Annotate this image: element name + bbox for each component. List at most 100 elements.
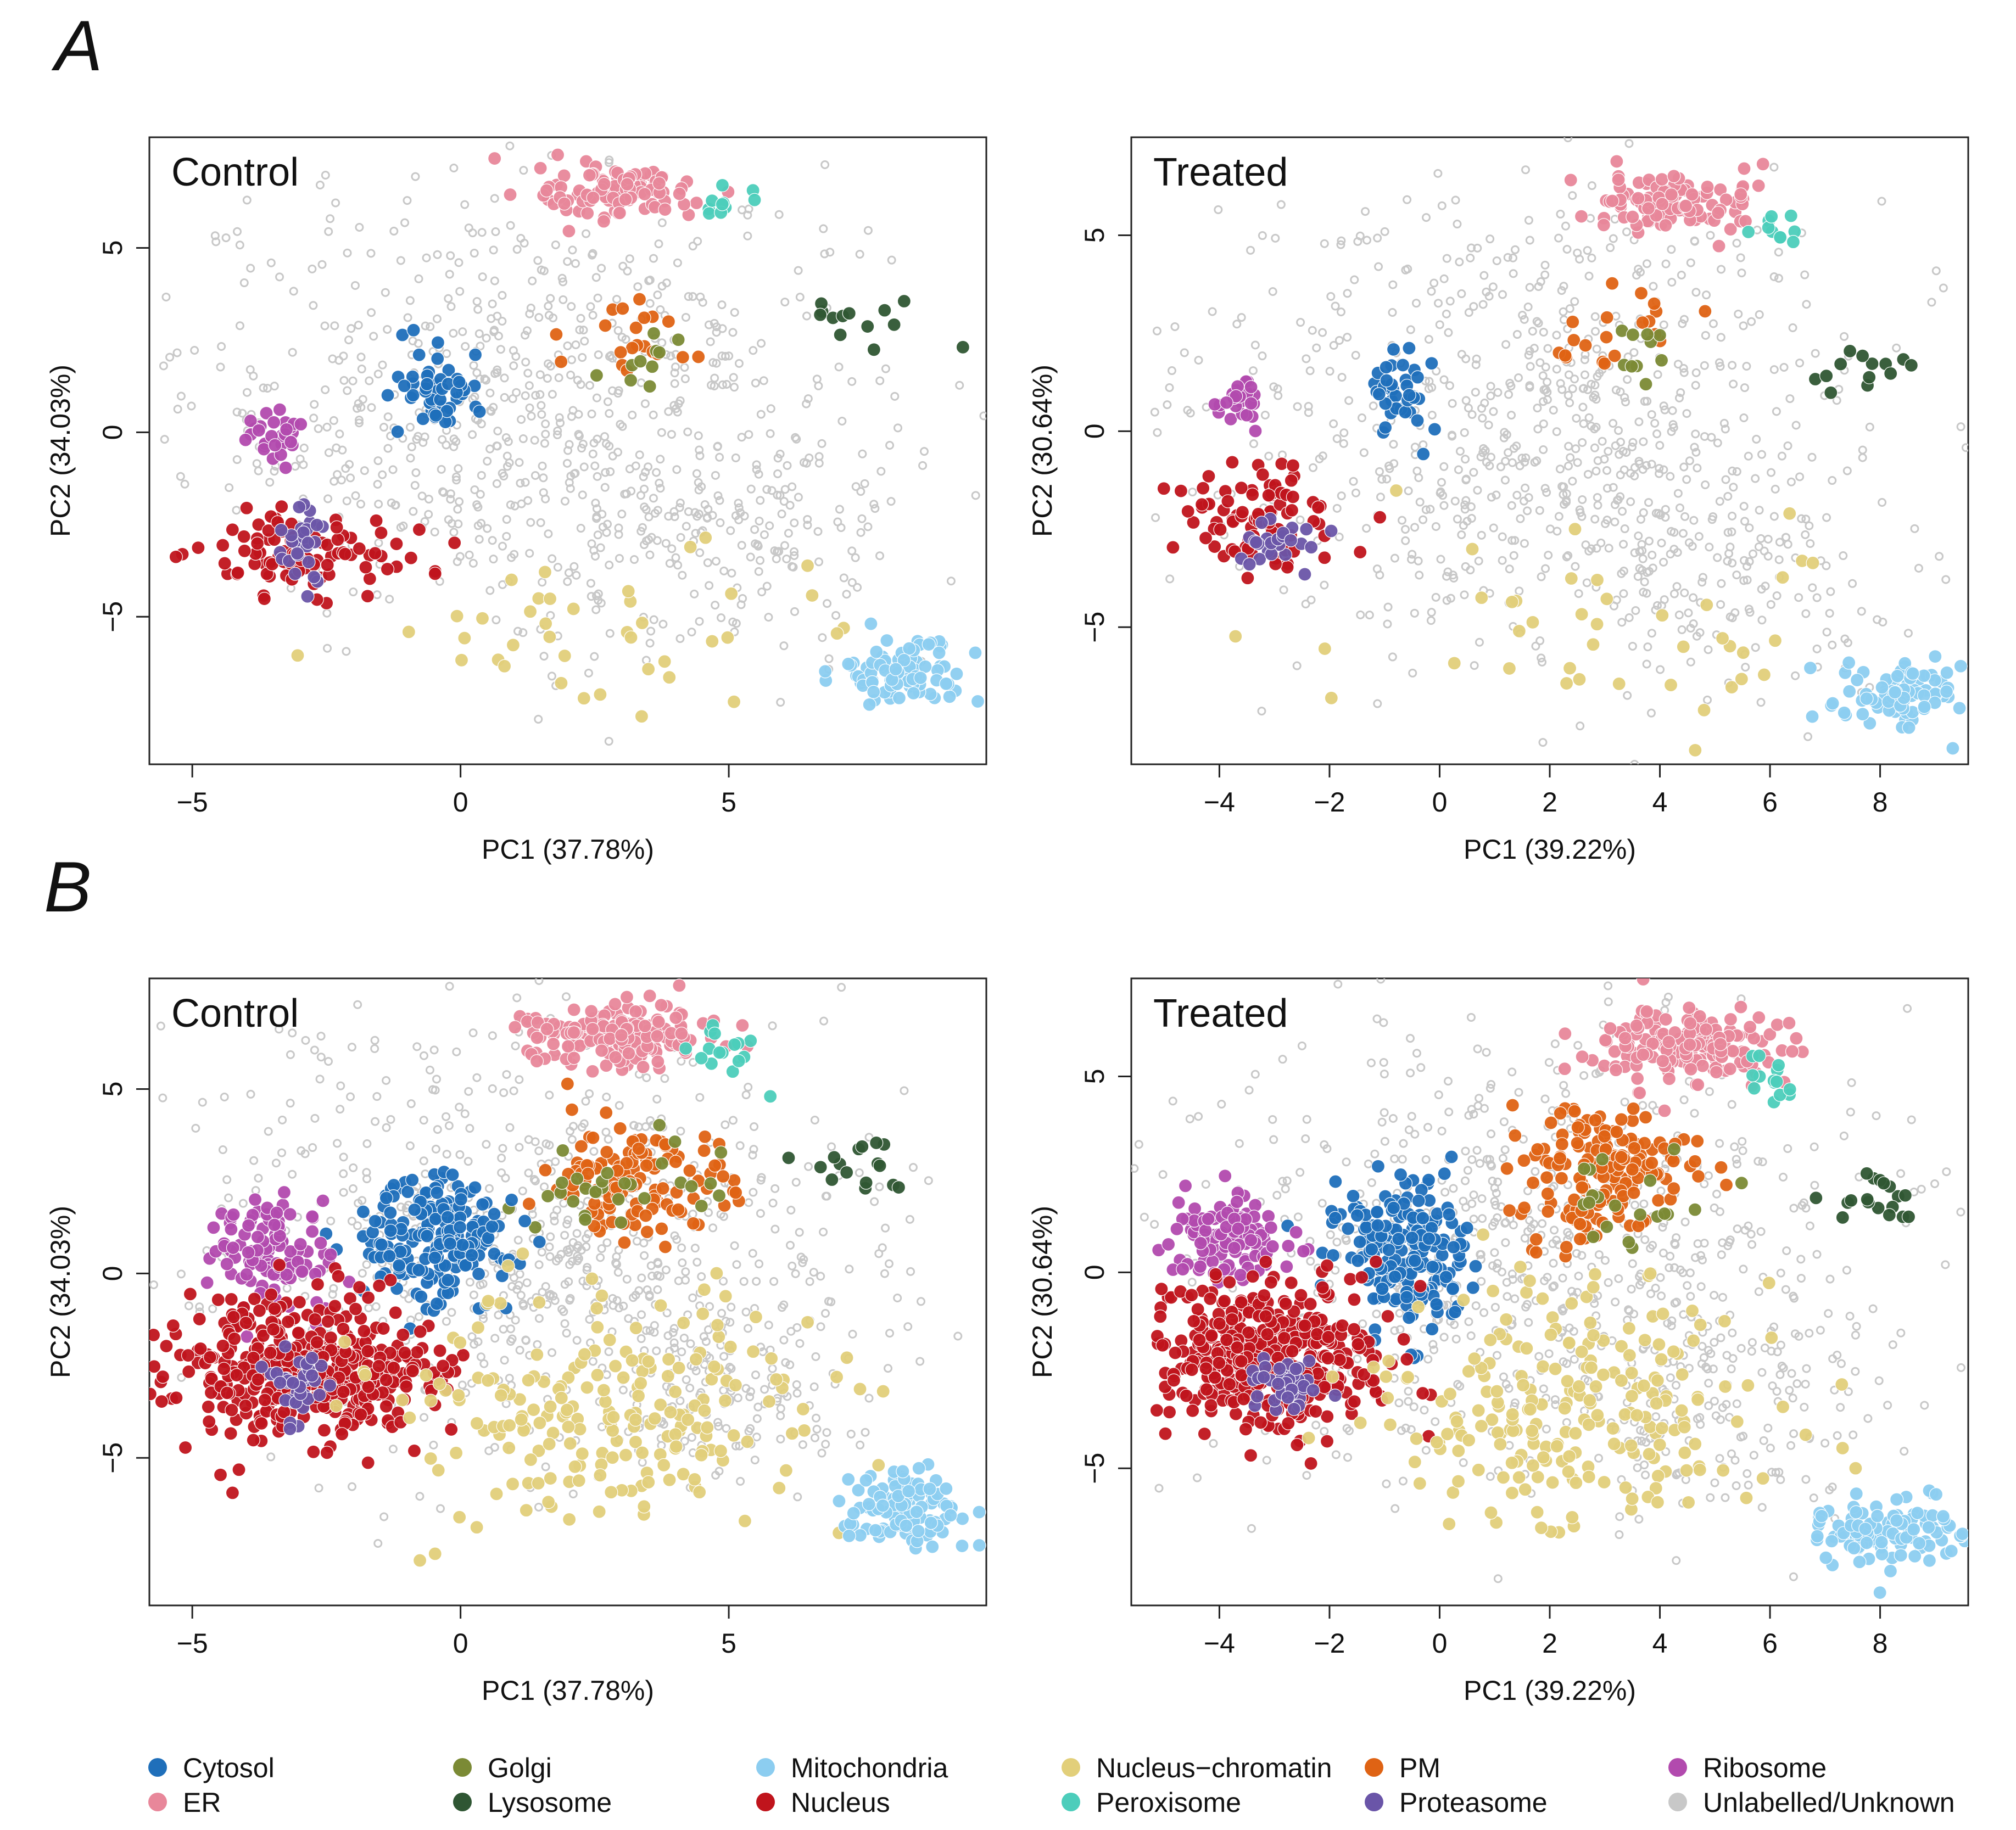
point-unlabelled-unknown	[506, 1324, 516, 1334]
point-nucleus-chromatin	[672, 1361, 686, 1375]
point-pm	[1634, 286, 1649, 300]
point-unlabelled-unknown	[386, 1115, 395, 1124]
point-unlabelled-unknown	[1466, 253, 1475, 262]
x-tick-label: −5	[177, 787, 208, 818]
point-nucleus-chromatin	[1734, 672, 1749, 686]
point-unlabelled-unknown	[500, 373, 509, 383]
point-unlabelled-unknown	[816, 1322, 825, 1331]
point-unlabelled-unknown	[266, 1452, 276, 1462]
point-pm	[1558, 348, 1572, 363]
point-unlabelled-unknown	[822, 1428, 831, 1437]
point-unlabelled-unknown	[670, 368, 679, 378]
point-unlabelled-unknown	[1257, 707, 1266, 716]
point-unlabelled-unknown	[719, 1277, 728, 1286]
point-unlabelled-unknown	[680, 363, 689, 372]
point-lysosome	[1819, 369, 1834, 383]
point-unlabelled-unknown	[1359, 448, 1369, 457]
point-unlabelled-unknown	[870, 504, 880, 513]
point-unlabelled-unknown	[1486, 234, 1495, 244]
point-unlabelled-unknown	[1716, 362, 1725, 371]
point-nucleus-chromatin	[453, 1510, 467, 1524]
point-nucleus-chromatin	[580, 1380, 594, 1395]
point-unlabelled-unknown	[1560, 500, 1569, 509]
point-unlabelled-unknown	[510, 1273, 519, 1283]
point-cytosol	[1378, 421, 1393, 435]
point-unlabelled-unknown	[1415, 570, 1424, 580]
point-unlabelled-unknown	[1723, 556, 1732, 566]
point-unlabelled-unknown	[708, 358, 718, 367]
point-unlabelled-unknown	[847, 377, 857, 386]
point-unlabelled-unknown	[690, 589, 699, 598]
point-nucleus	[1181, 504, 1195, 518]
point-nucleus-chromatin	[669, 1440, 683, 1454]
point-unlabelled-unknown	[713, 491, 723, 500]
point-unlabelled-unknown	[1563, 137, 1573, 143]
point-unlabelled-unknown	[1516, 514, 1525, 523]
point-unlabelled-unknown	[673, 561, 683, 570]
point-unlabelled-unknown	[1375, 570, 1384, 580]
point-unlabelled-unknown	[551, 240, 560, 249]
point-unlabelled-unknown	[812, 1413, 821, 1423]
point-unlabelled-unknown	[816, 1272, 825, 1281]
point-unlabelled-unknown	[727, 1302, 736, 1312]
point-nucleus	[368, 546, 382, 561]
point-er	[638, 1019, 652, 1033]
point-unlabelled-unknown	[578, 490, 587, 500]
point-nucleus-chromatin	[577, 691, 591, 706]
point-unlabelled-unknown	[1740, 383, 1749, 393]
point-unlabelled-unknown	[176, 472, 185, 481]
point-unlabelled-unknown	[718, 324, 727, 333]
point-lysosome	[867, 343, 881, 357]
point-unlabelled-unknown	[783, 1392, 792, 1401]
point-nucleus	[361, 1344, 375, 1358]
point-unlabelled-unknown	[886, 497, 896, 506]
point-unlabelled-unknown	[853, 583, 862, 592]
point-unlabelled-unknown	[675, 1396, 685, 1406]
point-lysosome	[887, 317, 901, 332]
point-unlabelled-unknown	[474, 535, 484, 544]
point-unlabelled-unknown	[364, 1303, 373, 1313]
point-nucleus	[204, 1372, 219, 1386]
point-unlabelled-unknown	[1640, 1235, 1650, 1244]
point-unlabelled-unknown	[1531, 641, 1540, 651]
point-nucleus	[1373, 510, 1387, 524]
point-unlabelled-unknown	[677, 1243, 686, 1252]
point-unlabelled-unknown	[1561, 221, 1570, 231]
point-nucleus-chromatin	[423, 1394, 438, 1408]
point-unlabelled-unknown	[565, 440, 574, 449]
point-unlabelled-unknown	[719, 1352, 729, 1361]
point-unlabelled-unknown	[1739, 413, 1749, 422]
point-unlabelled-unknown	[372, 590, 382, 600]
point-cytosol	[468, 1180, 482, 1195]
point-unlabelled-unknown	[465, 1124, 474, 1133]
point-unlabelled-unknown	[764, 613, 773, 622]
point-unlabelled-unknown	[1537, 653, 1546, 663]
point-unlabelled-unknown	[739, 1277, 749, 1286]
point-unlabelled-unknown	[1795, 359, 1805, 368]
point-unlabelled-unknown	[1563, 551, 1573, 560]
point-unlabelled-unknown	[449, 328, 458, 338]
point-nucleus-chromatin	[1560, 676, 1574, 691]
point-unlabelled-unknown	[1427, 287, 1436, 296]
point-unlabelled-unknown	[1461, 455, 1470, 464]
point-nucleus-chromatin	[504, 573, 519, 587]
point-unlabelled-unknown	[1515, 586, 1524, 596]
point-unlabelled-unknown	[691, 1366, 701, 1375]
point-unlabelled-unknown	[263, 384, 272, 393]
point-unlabelled-unknown	[470, 485, 479, 495]
point-unlabelled-unknown	[246, 1089, 255, 1099]
point-nucleus	[354, 1407, 368, 1422]
point-ribosome	[250, 1230, 265, 1244]
point-unlabelled-unknown	[1579, 384, 1588, 393]
point-cytosol	[485, 1219, 499, 1234]
point-unlabelled-unknown	[752, 460, 761, 469]
point-unlabelled-unknown	[504, 437, 513, 446]
point-unlabelled-unknown	[187, 401, 196, 411]
point-unlabelled-unknown	[1642, 259, 1651, 268]
point-unlabelled-unknown	[1640, 577, 1649, 586]
point-mitochondria	[1953, 659, 1968, 673]
point-unlabelled-unknown	[492, 441, 501, 451]
point-unlabelled-unknown	[1689, 516, 1699, 525]
point-unlabelled-unknown	[176, 1269, 186, 1279]
point-unlabelled-unknown	[1384, 461, 1394, 471]
